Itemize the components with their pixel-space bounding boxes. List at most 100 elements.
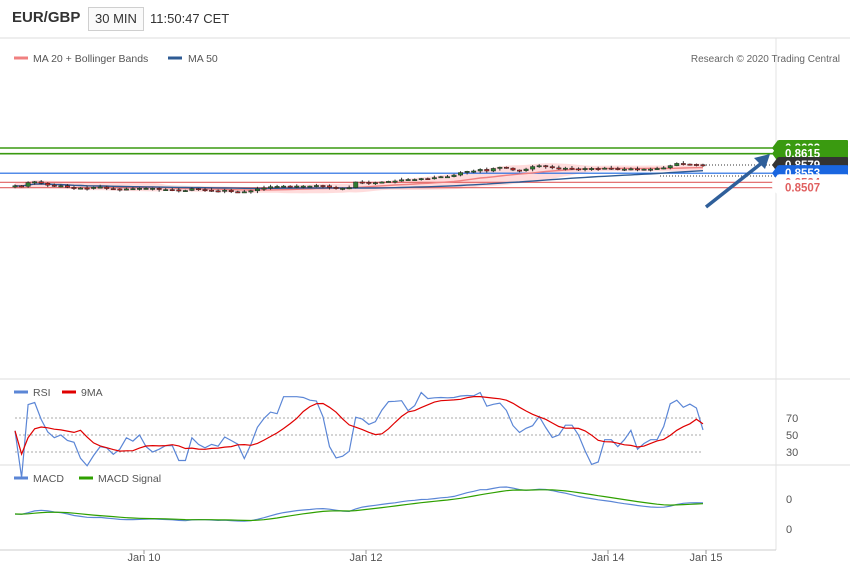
macd-tick-upper: 0 — [786, 494, 792, 506]
rsi-legend-label: RSI — [33, 387, 51, 399]
candle-body — [281, 185, 287, 188]
macd-tick-lower: 0 — [786, 524, 792, 536]
candle-body — [228, 189, 234, 192]
candle — [582, 166, 588, 172]
candle — [248, 189, 254, 194]
candle — [353, 181, 359, 189]
candle-body — [222, 189, 228, 192]
candle — [19, 185, 25, 188]
candle-body — [372, 182, 378, 185]
symbol-label: EUR/GBP — [12, 9, 81, 26]
candle — [595, 166, 601, 171]
candle — [38, 180, 44, 185]
candle-body — [648, 168, 654, 171]
bollinger-band-area — [15, 163, 703, 194]
candle-body — [110, 188, 116, 191]
candle — [608, 165, 614, 170]
candle — [196, 188, 201, 191]
candle — [110, 186, 116, 191]
level-badge-pointer — [772, 179, 778, 196]
candle — [667, 164, 673, 170]
candle-body — [274, 186, 280, 188]
ma9-legend-label: 9MA — [81, 387, 103, 399]
candle — [143, 187, 149, 190]
candle-body — [589, 168, 595, 170]
candle-body — [549, 166, 555, 169]
candle — [189, 187, 195, 192]
candle-body — [196, 188, 201, 191]
timeframe-selector[interactable]: 30 MIN — [88, 7, 144, 31]
candle — [445, 174, 450, 179]
candle — [576, 167, 581, 171]
candle-body — [621, 168, 627, 171]
candle — [693, 163, 699, 167]
candle-body — [189, 188, 195, 191]
candle — [32, 181, 38, 185]
candle — [64, 184, 70, 189]
candle-body — [595, 168, 601, 170]
candle — [517, 169, 522, 173]
rsi-tick-70: 70 — [786, 413, 798, 425]
candle — [235, 190, 241, 194]
candle — [202, 187, 208, 192]
candle — [635, 166, 640, 172]
candle-body — [536, 165, 542, 168]
candle — [556, 165, 562, 170]
candle — [477, 168, 483, 174]
candle-body — [471, 170, 477, 173]
candle-body — [25, 182, 31, 187]
candle — [490, 167, 496, 173]
candle — [589, 166, 595, 171]
candle-body — [497, 166, 503, 169]
candle-body — [445, 176, 450, 179]
candle-body — [386, 181, 391, 183]
candle — [137, 187, 142, 191]
candle — [261, 185, 267, 192]
candle-body — [248, 190, 254, 193]
candle-body — [582, 168, 588, 170]
candle — [530, 165, 536, 172]
candle — [621, 167, 627, 172]
x-label-jan10: Jan 10 — [127, 552, 160, 564]
candle-body — [569, 167, 575, 170]
rsi-ma9-line — [14, 396, 704, 456]
candle — [366, 180, 372, 186]
candle — [359, 180, 365, 185]
rsi-panel — [14, 391, 704, 478]
candle — [674, 162, 680, 167]
candle — [222, 188, 228, 194]
candle-body — [510, 167, 516, 171]
candle-body — [425, 178, 431, 180]
candle — [241, 189, 247, 194]
candle-body — [130, 188, 136, 191]
candle-body — [693, 164, 699, 166]
macd-legend: MACD MACD Signal — [14, 473, 161, 485]
candle-body — [235, 191, 241, 194]
candle — [399, 177, 405, 182]
candle — [294, 184, 300, 189]
candle-body — [431, 177, 437, 180]
candle-body — [680, 163, 686, 165]
candle — [497, 166, 503, 171]
candle-body — [379, 181, 385, 184]
candle — [386, 180, 391, 183]
candle-body — [700, 164, 706, 167]
candle-body — [202, 189, 208, 191]
candle-body — [464, 171, 470, 173]
candle-body — [340, 188, 346, 190]
candle — [680, 161, 686, 166]
macd-line — [14, 486, 704, 522]
candle — [58, 184, 64, 188]
candle-body — [399, 179, 405, 182]
candle — [464, 170, 470, 175]
candle-body — [38, 181, 44, 184]
candle — [425, 177, 431, 180]
candle — [641, 168, 647, 171]
candle-body — [687, 163, 693, 166]
candle — [654, 166, 660, 170]
candle-body — [176, 189, 182, 192]
candlesticks — [12, 161, 706, 194]
candle-body — [576, 168, 581, 171]
candle-body — [503, 166, 509, 169]
candle-body — [117, 188, 123, 191]
